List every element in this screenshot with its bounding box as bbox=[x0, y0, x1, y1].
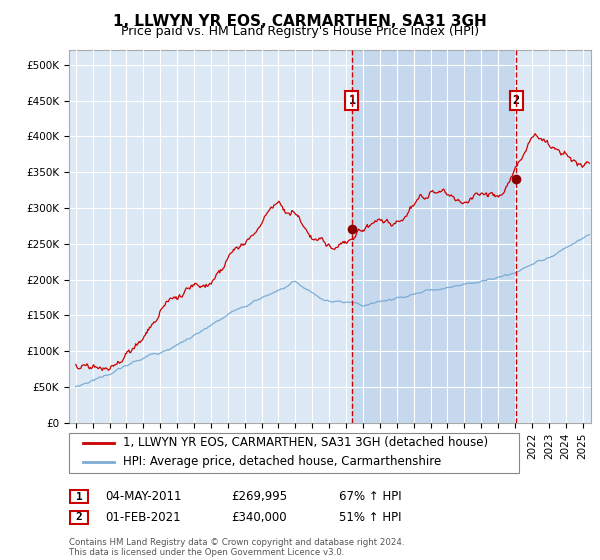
Text: 2: 2 bbox=[76, 512, 82, 522]
Text: Contains HM Land Registry data © Crown copyright and database right 2024.
This d: Contains HM Land Registry data © Crown c… bbox=[69, 538, 404, 557]
Text: 51% ↑ HPI: 51% ↑ HPI bbox=[339, 511, 401, 524]
Text: 04-MAY-2011: 04-MAY-2011 bbox=[105, 490, 182, 503]
Text: 1, LLWYN YR EOS, CARMARTHEN, SA31 3GH: 1, LLWYN YR EOS, CARMARTHEN, SA31 3GH bbox=[113, 14, 487, 29]
Text: 2: 2 bbox=[513, 94, 520, 107]
Text: £269,995: £269,995 bbox=[231, 490, 287, 503]
Text: Price paid vs. HM Land Registry's House Price Index (HPI): Price paid vs. HM Land Registry's House … bbox=[121, 25, 479, 38]
Text: 01-FEB-2021: 01-FEB-2021 bbox=[105, 511, 181, 524]
Text: 1: 1 bbox=[76, 492, 82, 502]
Text: 1, LLWYN YR EOS, CARMARTHEN, SA31 3GH (detached house): 1, LLWYN YR EOS, CARMARTHEN, SA31 3GH (d… bbox=[123, 436, 488, 450]
Bar bbox=[352, 50, 517, 423]
FancyBboxPatch shape bbox=[69, 433, 519, 473]
FancyBboxPatch shape bbox=[70, 511, 88, 524]
Text: 67% ↑ HPI: 67% ↑ HPI bbox=[339, 490, 401, 503]
Text: HPI: Average price, detached house, Carmarthenshire: HPI: Average price, detached house, Carm… bbox=[123, 455, 441, 468]
FancyBboxPatch shape bbox=[70, 490, 88, 503]
Text: £340,000: £340,000 bbox=[231, 511, 287, 524]
Text: 1: 1 bbox=[349, 94, 356, 107]
